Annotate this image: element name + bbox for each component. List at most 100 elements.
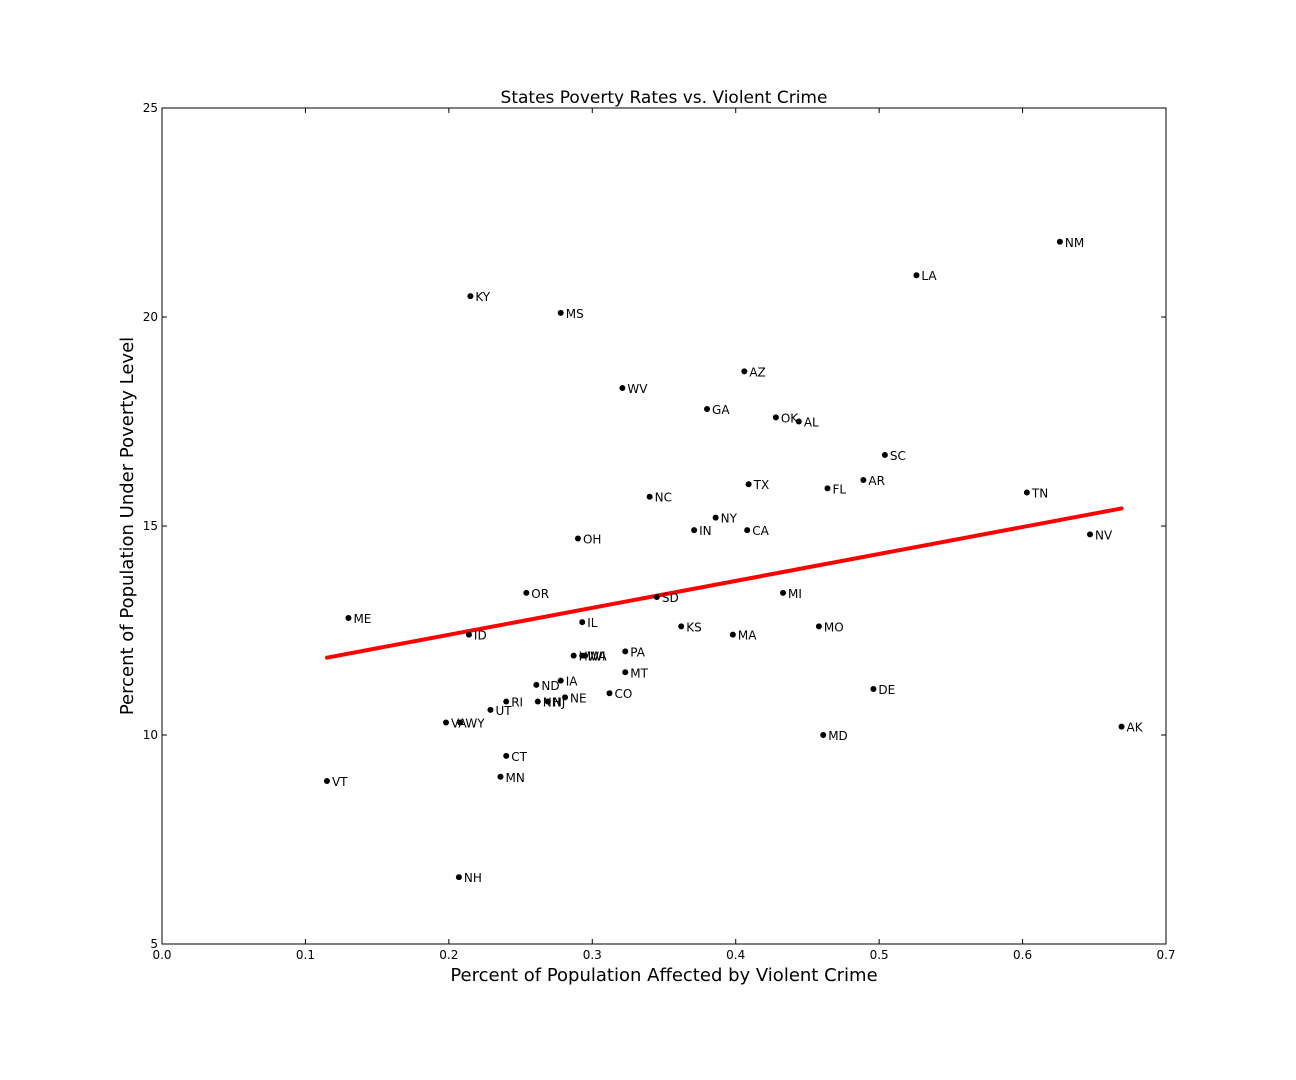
x-tick-label: 0.4 [726, 948, 745, 962]
point-label: TN [1031, 487, 1048, 501]
point-label: IA [566, 675, 579, 689]
y-tick-label: 10 [143, 728, 158, 742]
point-label: IL [587, 616, 598, 630]
data-point [606, 690, 613, 697]
point-label: NC [655, 491, 672, 505]
x-tick-label: 0.2 [439, 948, 458, 962]
point-label: TX [753, 478, 770, 492]
point-label: MO [824, 620, 844, 634]
x-tick-label: 0.6 [1013, 948, 1032, 962]
data-point [1118, 723, 1125, 730]
data-point [455, 874, 462, 881]
data-point [557, 309, 564, 316]
point-label: AL [804, 416, 819, 430]
point-label: MS [566, 307, 584, 321]
data-point [1023, 489, 1030, 496]
point-label: MD [828, 729, 848, 743]
data-point [467, 293, 474, 300]
point-label: WA [587, 650, 607, 664]
data-point [712, 514, 719, 521]
point-label: PA [630, 645, 645, 659]
point-label: ID [474, 629, 487, 643]
data-point [815, 623, 822, 630]
data-point [323, 777, 330, 784]
point-label: NY [721, 512, 738, 526]
data-point [574, 535, 581, 542]
point-label: FL [833, 482, 847, 496]
data-point [824, 485, 831, 492]
data-point [622, 669, 629, 676]
chart-marks: NM LA KY MS AZ WV GA OK AL SC AR TX FL TN NC NY IN CA NV OH… [323, 236, 1144, 885]
data-point [820, 732, 827, 738]
point-label: ME [353, 612, 371, 626]
point-label: MT [630, 666, 648, 680]
point-label: AK [1127, 721, 1144, 735]
data-point [704, 405, 711, 412]
data-point [345, 614, 352, 621]
data-point [741, 368, 748, 375]
data-point [653, 594, 660, 601]
data-point [487, 706, 494, 713]
data-point [503, 752, 510, 759]
data-point [678, 623, 685, 630]
data-point [1086, 531, 1093, 538]
data-point [913, 272, 920, 279]
data-point [503, 698, 510, 705]
data-point [579, 619, 586, 626]
data-point [729, 631, 736, 638]
point-label: UT [495, 704, 512, 718]
point-label: CA [752, 524, 769, 538]
chart-title: States Poverty Rates vs. Violent Crime [501, 88, 828, 108]
data-point [772, 414, 779, 421]
point-label: ND [541, 679, 559, 693]
data-point [860, 477, 867, 484]
y-tick-label: 15 [143, 519, 158, 533]
data-point [881, 451, 888, 458]
data-point [780, 589, 787, 596]
point-label: NM [1065, 236, 1084, 250]
point-label: NJ [553, 696, 566, 710]
x-axis-label: Percent of Population Affected by Violen… [450, 965, 877, 986]
point-label: SC [890, 449, 906, 463]
data-point [562, 694, 569, 701]
x-tick-label: 0.7 [1156, 948, 1175, 962]
trend-line [324, 506, 1124, 660]
data-point [745, 481, 752, 488]
data-point [646, 493, 653, 500]
y-tick-label: 25 [143, 101, 158, 115]
point-label: OH [583, 533, 601, 547]
data-point [465, 631, 472, 638]
point-label: LA [921, 269, 937, 283]
y-tick-label: 5 [150, 937, 158, 951]
data-point [1056, 238, 1063, 245]
point-label: GA [712, 403, 730, 417]
data-point [497, 773, 504, 780]
data-point [523, 589, 530, 596]
data-point [457, 719, 464, 726]
x-tick-label: 0.1 [296, 948, 315, 962]
point-label: CT [511, 750, 527, 764]
data-point [744, 527, 751, 534]
data-point [691, 527, 698, 534]
point-label: RI [511, 696, 523, 710]
point-label: CO [614, 687, 632, 701]
point-label: VT [332, 775, 348, 789]
data-point [534, 698, 541, 705]
point-label: IN [699, 524, 712, 538]
data-point [557, 677, 564, 684]
point-label: NV [1095, 528, 1113, 542]
y-tick-label: 20 [143, 310, 158, 324]
data-point [795, 418, 802, 425]
point-label: OK [781, 411, 799, 425]
x-tick-label: 0.3 [583, 948, 602, 962]
point-label: SD [662, 591, 679, 605]
data-point [442, 719, 449, 726]
data-point [544, 698, 551, 705]
data-point [582, 652, 589, 659]
point-label: WY [465, 716, 485, 730]
point-label: WI [590, 650, 605, 664]
x-tick-label: 0.0 [152, 948, 171, 962]
data-point [870, 686, 877, 693]
point-label: WV [627, 382, 648, 396]
